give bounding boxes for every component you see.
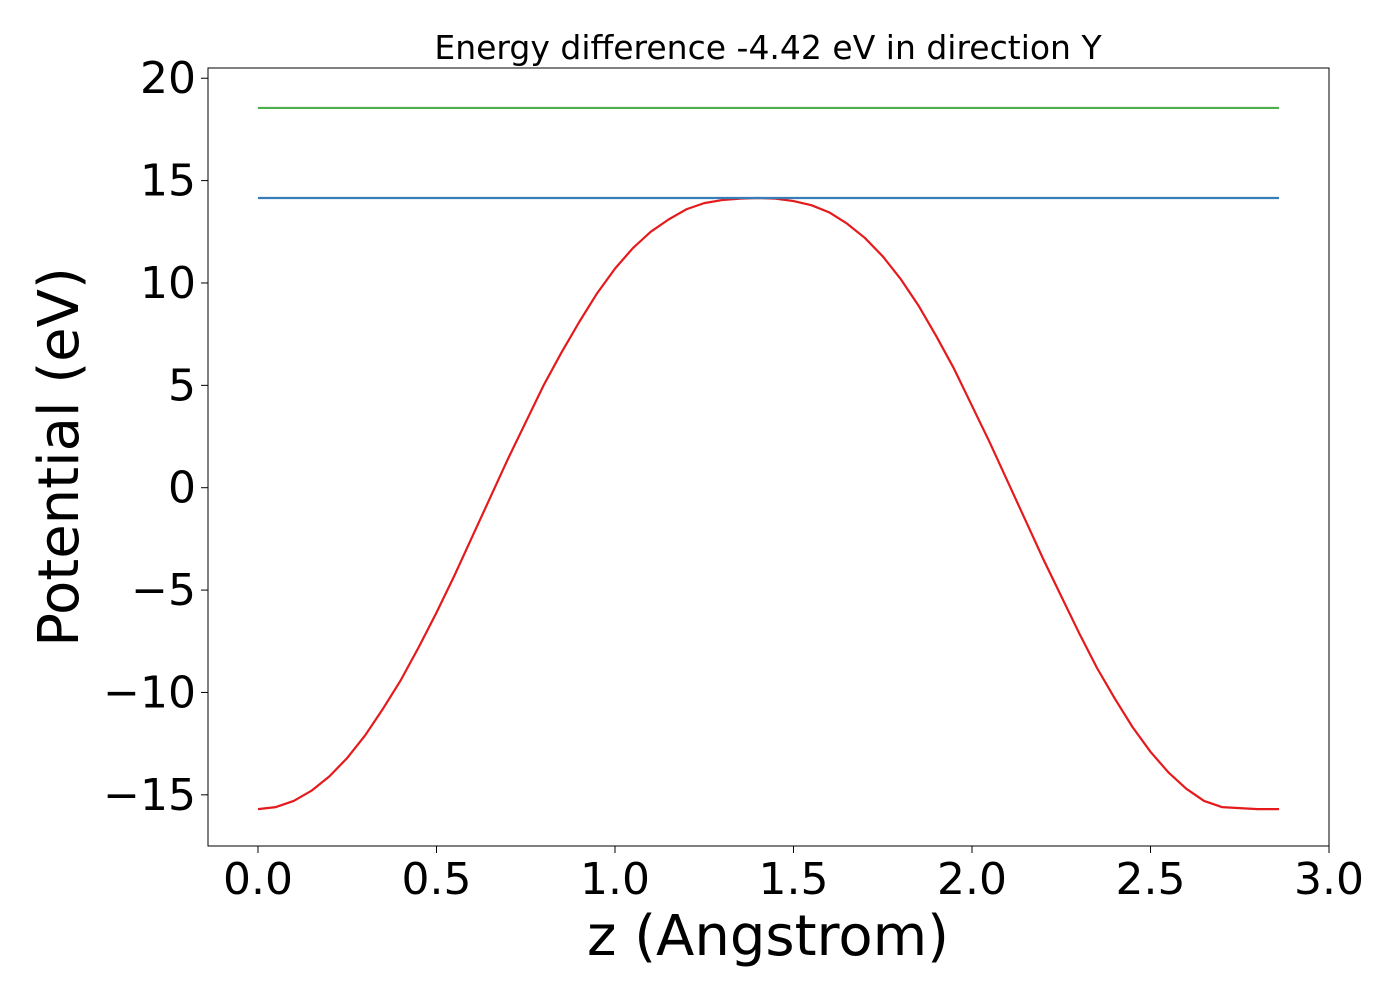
y-tick-label: 5 xyxy=(168,360,196,411)
plot-area-background xyxy=(208,68,1329,846)
x-tick-label: 0.5 xyxy=(401,854,471,905)
y-tick-label: −5 xyxy=(131,565,196,616)
plot-frame xyxy=(207,67,1330,847)
y-tick-label: 10 xyxy=(140,258,196,309)
y-tick-label: −15 xyxy=(103,770,196,821)
x-axis-ticks: 0.0 0.5 1.0 1.5 2.0 2.5 3.0 xyxy=(223,846,1364,905)
x-tick-label: 2.5 xyxy=(1116,854,1186,905)
x-axis-title: z (Angstrom) xyxy=(587,904,949,969)
y-tick-label: 20 xyxy=(140,53,196,104)
chart-title: Energy difference -4.42 eV in direction … xyxy=(434,28,1102,67)
y-tick-label: 0 xyxy=(168,463,196,514)
x-tick-label: 1.0 xyxy=(580,854,650,905)
series-layer xyxy=(257,106,1280,811)
y-axis-ticks: −15 −10 −5 0 5 10 15 20 xyxy=(103,53,208,821)
x-tick-label: 2.0 xyxy=(937,854,1007,905)
y-tick-label: −10 xyxy=(103,667,196,718)
x-tick-label: 1.5 xyxy=(758,854,828,905)
x-tick-label: 0.0 xyxy=(223,854,293,905)
x-tick-label: 3.0 xyxy=(1294,854,1364,905)
y-axis-title: Potential (eV) xyxy=(27,267,92,647)
y-tick-label: 15 xyxy=(140,156,196,207)
